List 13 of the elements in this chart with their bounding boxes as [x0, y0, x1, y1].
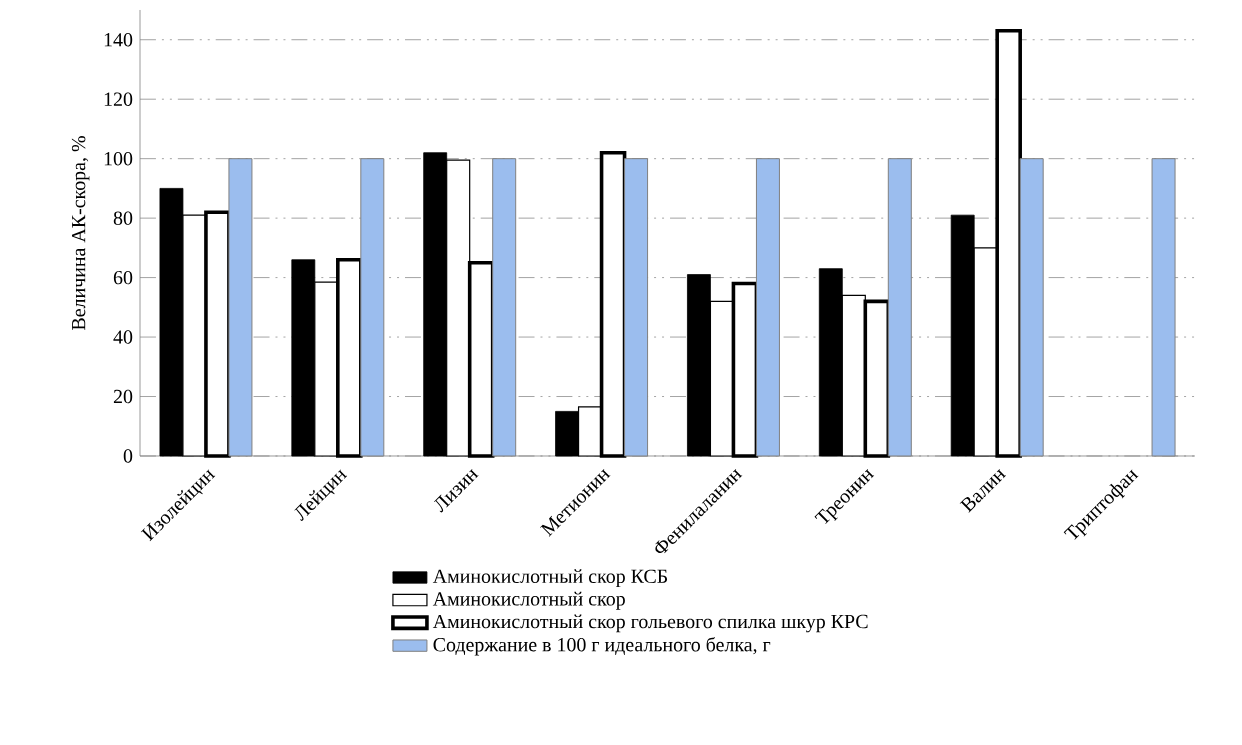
- y-tick-label: 40: [113, 330, 133, 344]
- legend-label: Аминокислотный скор КСБ: [432, 569, 668, 588]
- y-tick-label: 20: [113, 389, 133, 404]
- legend-label: Аминокислотный скор: [432, 591, 625, 610]
- y-axis-title: Величина АК-скора, %: [71, 136, 90, 330]
- y-tick-label: 80: [113, 211, 133, 225]
- legend-label: Содержание в 100 г идеального белка, г: [433, 636, 771, 656]
- legend-label: Аминокислотный скор гольевого спилка шкур КРС: [432, 614, 868, 633]
- y-tick-label: 0: [123, 449, 133, 463]
- y-tick-label: 140: [104, 33, 133, 47]
- y-tick-label: 100: [104, 151, 133, 166]
- y-tick-label: 60: [113, 270, 133, 285]
- y-tick-label: 120: [104, 92, 133, 106]
